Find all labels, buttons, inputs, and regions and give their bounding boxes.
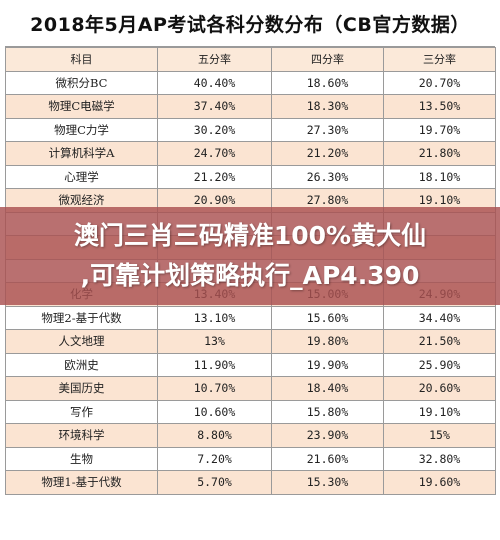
four-rate-cell: 18.60% [271, 70, 384, 95]
subject-cell: 美国历史 [5, 376, 158, 401]
three-rate-cell: 34.40% [383, 305, 496, 330]
subject-cell: 欧洲史 [5, 352, 158, 377]
four-rate-cell: 27.30% [271, 117, 384, 142]
three-rate-cell: 15% [383, 423, 496, 448]
page-title: 2018年5月AP考试各科分数分布（CB官方数据） [5, 4, 495, 47]
table-row: 物理C力学 30.20% 27.30% 19.70% [5, 117, 496, 142]
subject-cell: 计算机科学A [5, 141, 158, 166]
table-row: 环境科学 8.80% 23.90% 15% [5, 423, 496, 448]
subject-cell: 物理2-基于代数 [5, 305, 158, 330]
four-rate-cell: 15.30% [271, 470, 384, 495]
table-row: 计算机科学A 24.70% 21.20% 21.80% [5, 141, 496, 166]
three-rate-cell: 21.50% [383, 329, 496, 354]
subject-cell: 环境科学 [5, 423, 158, 448]
subject-cell: 写作 [5, 399, 158, 424]
four-rate-cell: 19.90% [271, 352, 384, 377]
three-rate-cell: 19.70% [383, 117, 496, 142]
four-rate-cell: 18.40% [271, 376, 384, 401]
table-row: 人文地理 13% 19.80% 21.50% [5, 329, 496, 354]
three-rate-cell: 25.90% [383, 352, 496, 377]
subject-cell: 人文地理 [5, 329, 158, 354]
three-rate-cell: 19.10% [383, 399, 496, 424]
five-rate-cell: 30.20% [157, 117, 272, 142]
table-row: 微积分BC 40.40% 18.60% 20.70% [5, 70, 496, 95]
five-rate-cell: 10.70% [157, 376, 272, 401]
three-rate-cell: 21.80% [383, 141, 496, 166]
table-row: 心理学 21.20% 26.30% 18.10% [5, 164, 496, 189]
five-rate-cell: 11.90% [157, 352, 272, 377]
banner-line-2: ,可靠计划策略执行_AP4.390 [80, 261, 420, 290]
five-rate-cell: 21.20% [157, 164, 272, 189]
five-rate-cell: 40.40% [157, 70, 272, 95]
table-row: 写作 10.60% 15.80% 19.10% [5, 399, 496, 424]
three-rate-cell: 20.60% [383, 376, 496, 401]
header-subject: 科目 [5, 47, 158, 72]
four-rate-cell: 26.30% [271, 164, 384, 189]
five-rate-cell: 8.80% [157, 423, 272, 448]
five-rate-cell: 24.70% [157, 141, 272, 166]
five-rate-cell: 37.40% [157, 94, 272, 119]
table-row: 生物 7.20% 21.60% 32.80% [5, 446, 496, 471]
subject-cell: 微积分BC [5, 70, 158, 95]
three-rate-cell: 19.60% [383, 470, 496, 495]
three-rate-cell: 20.70% [383, 70, 496, 95]
three-rate-cell: 32.80% [383, 446, 496, 471]
table-row: 微观经济 20.90% 27.80% 19.10% [5, 188, 496, 213]
five-rate-cell: 7.20% [157, 446, 272, 471]
four-rate-cell: 21.60% [271, 446, 384, 471]
subject-cell: 物理C力学 [5, 117, 158, 142]
table-row: 美国历史 10.70% 18.40% 20.60% [5, 376, 496, 401]
five-rate-cell: 13% [157, 329, 272, 354]
subject-cell: 物理1-基于代数 [5, 470, 158, 495]
header-four-rate: 四分率 [271, 47, 384, 72]
header-three-rate: 三分率 [383, 47, 496, 72]
four-rate-cell: 15.80% [271, 399, 384, 424]
subject-cell: 心理学 [5, 164, 158, 189]
four-rate-cell: 21.20% [271, 141, 384, 166]
five-rate-cell: 10.60% [157, 399, 272, 424]
table-row: 物理2-基于代数 13.10% 15.60% 34.40% [5, 305, 496, 330]
four-rate-cell: 15.60% [271, 305, 384, 330]
five-rate-cell: 5.70% [157, 470, 272, 495]
four-rate-cell: 19.80% [271, 329, 384, 354]
four-rate-cell: 18.30% [271, 94, 384, 119]
subject-cell: 生物 [5, 446, 158, 471]
table-row: 欧洲史 11.90% 19.90% 25.90% [5, 352, 496, 377]
table-header-row: 科目 五分率 四分率 三分率 [5, 47, 496, 72]
header-five-rate: 五分率 [157, 47, 272, 72]
three-rate-cell: 18.10% [383, 164, 496, 189]
table-row: 物理1-基于代数 5.70% 15.30% 19.60% [5, 470, 496, 495]
four-rate-cell: 23.90% [271, 423, 384, 448]
five-rate-cell: 13.10% [157, 305, 272, 330]
three-rate-cell: 13.50% [383, 94, 496, 119]
banner-line-1: 澳门三肖三码精准100%黄大仙 [73, 221, 427, 250]
banner-text: 澳门三肖三码精准100%黄大仙 ,可靠计划策略执行_AP4.390 [0, 207, 500, 296]
banner-overlay: 澳门三肖三码精准100%黄大仙 ,可靠计划策略执行_AP4.390 [0, 207, 500, 305]
subject-cell: 物理C电磁学 [5, 94, 158, 119]
table-row: 物理C电磁学 37.40% 18.30% 13.50% [5, 94, 496, 119]
